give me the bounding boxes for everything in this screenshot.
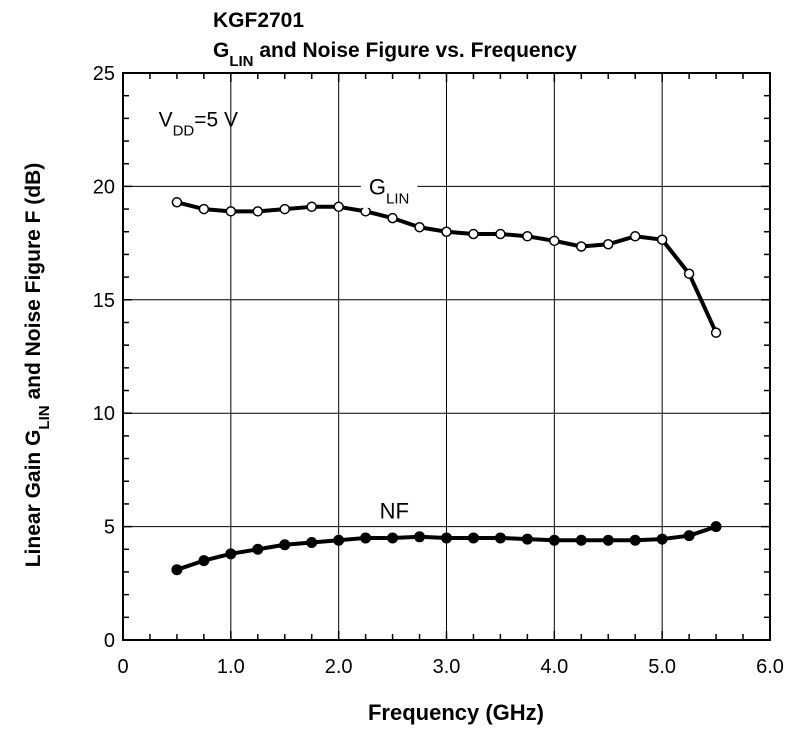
y-tick-label: 10 [93,403,115,425]
series-label-background [371,497,417,525]
series-label: NF [380,499,409,524]
data-point [387,532,399,544]
chart-title-line2: GLIN and Noise Figure vs. Frequency [213,39,577,70]
x-tick-label: 3.0 [433,656,461,678]
data-point [575,534,587,546]
data-point [171,564,183,576]
data-point [710,327,722,338]
data-point [576,241,587,252]
data-point [252,543,264,555]
data-point [494,532,506,544]
data-point [225,206,237,217]
data-point [387,212,398,224]
y-tick-label: 25 [93,63,115,85]
data-point [306,201,317,213]
x-tick-label: 6.0 [756,656,784,678]
data-point [467,532,479,544]
y-axis-label: Linear Gain GLIN and Noise Figure F (dB) [22,163,53,568]
data-point [629,231,641,242]
data-point [656,234,668,245]
x-tick-label: 2.0 [325,656,353,678]
data-point [468,228,479,240]
data-point [683,268,695,279]
series-label-background [360,173,418,208]
data-point [414,221,425,233]
series-0 [171,197,722,338]
chart-title-line1: KGF2701 [213,9,304,32]
data-point [522,231,533,242]
data-point [441,226,452,238]
data-point [171,197,183,208]
series-label: GLIN [369,174,409,207]
x-axis-label: Frequency (GHz) [368,700,544,725]
data-point [333,534,345,546]
grid-lines [123,73,770,640]
series-1 [171,521,722,576]
y-tick-label: 20 [93,176,115,198]
data-point [360,532,372,544]
data-point [656,533,668,545]
data-point [548,534,560,546]
data-point [198,203,210,215]
y-tick-label: 5 [104,517,115,539]
data-point [683,530,695,542]
y-tick-label: 0 [104,630,115,652]
y-tick-label: 15 [93,290,115,312]
data-point [603,238,614,250]
tick-labels: 0 1.0 2.0 3.0 4.0 5.0 6.0 0 5 10 15 20 25 [93,63,784,678]
data-point [495,228,506,240]
data-point [629,534,641,546]
x-tick-label: 4.0 [540,656,568,678]
axis-labels: Frequency (GHz) Linear Gain GLIN and Nois… [22,163,544,725]
data-point [306,536,318,548]
annotations: GLIN NF VDD=5 V [159,108,418,525]
data-point [549,235,560,247]
condition-annotation: VDD=5 V [159,108,238,139]
data-point [279,203,290,215]
chart-title: KGF2701 GLIN and Noise Figure vs. Frequen… [213,9,577,70]
data-point [521,533,533,545]
x-tick-label: 5.0 [648,656,676,678]
data-point [710,521,722,533]
data-point [333,201,344,213]
data-point [252,206,264,217]
plot-border [122,72,771,641]
data-point [414,531,426,543]
data-point [198,555,210,567]
data-point [441,532,452,544]
data-point [225,548,237,560]
plot-frame [122,72,771,641]
x-tick-label: 0 [117,656,128,678]
data-point [602,534,614,546]
data-point [279,539,291,551]
data-series [171,197,722,576]
x-tick-label: 1.0 [217,656,245,678]
data-point [360,206,371,217]
